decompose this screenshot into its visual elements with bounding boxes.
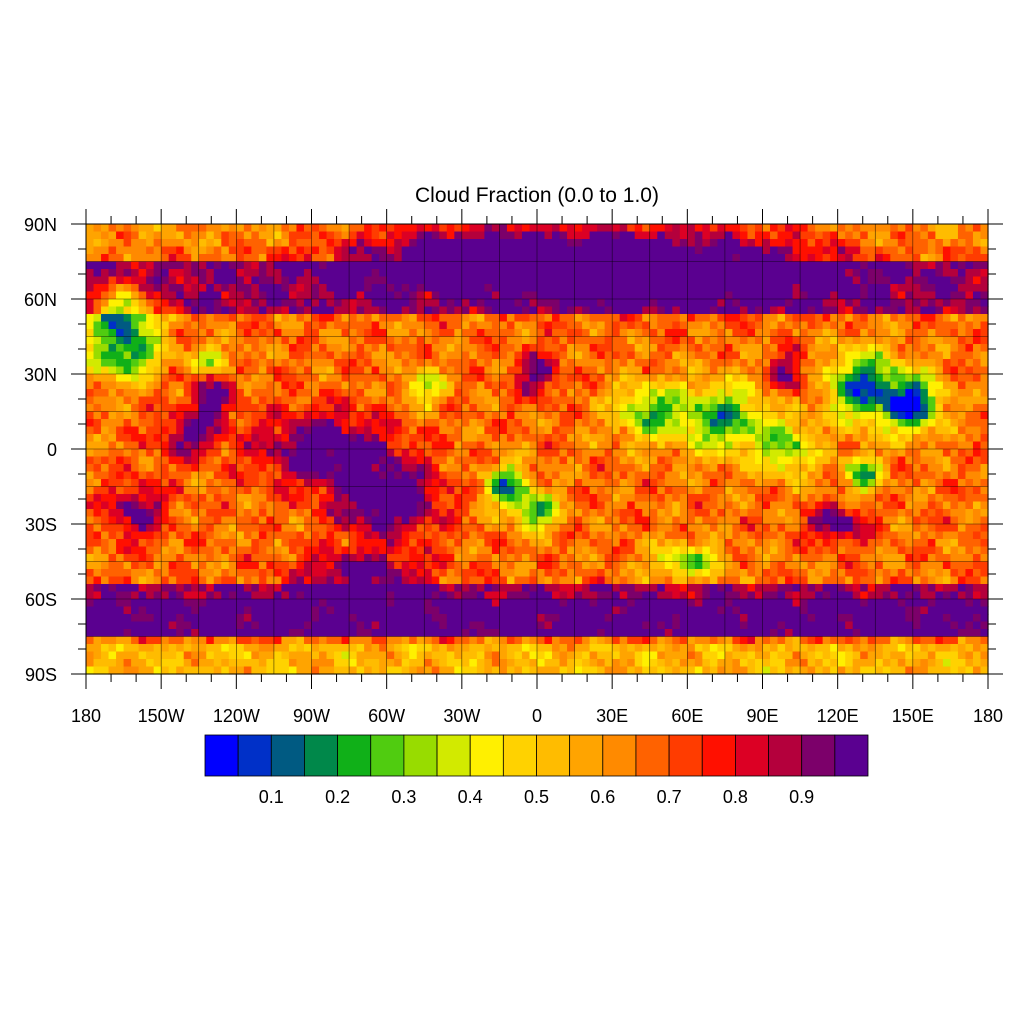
colorbar-label: 0.6	[590, 787, 615, 807]
colorbar-swatch	[635, 734, 670, 777]
colorbar-label: 0.7	[657, 787, 682, 807]
lat-tick-label: 60S	[25, 590, 57, 610]
lon-tick-label: 150W	[138, 706, 185, 726]
lon-tick-label: 30E	[596, 706, 628, 726]
colorbar-swatch	[735, 734, 769, 777]
map-title: Cloud Fraction (0.0 to 1.0)	[415, 184, 659, 207]
lon-tick-label: 90E	[746, 706, 778, 726]
colorbar-label: 0.8	[723, 787, 748, 807]
lon-tick-label: 60W	[368, 706, 405, 726]
lat-tick-label: 90N	[24, 215, 57, 235]
colorbar-label: 0.1	[259, 787, 284, 807]
colorbar-label: 0.3	[391, 787, 416, 807]
colorbar-swatch	[768, 734, 803, 777]
colorbar-swatch	[469, 734, 504, 777]
colorbar-swatch	[834, 734, 869, 777]
lon-tick-label: 0	[532, 706, 542, 726]
lon-tick-label: 60E	[671, 706, 703, 726]
lat-tick-label: 30S	[25, 515, 57, 535]
colorbar-swatch	[304, 734, 339, 777]
colorbar-swatch	[801, 734, 836, 777]
lon-tick-label: 120E	[817, 706, 859, 726]
colorbar-swatch	[337, 734, 372, 777]
colorbar-swatch	[270, 734, 305, 777]
colorbar-swatch	[536, 734, 571, 777]
lon-tick-label: 120W	[213, 706, 260, 726]
colorbar-label: 0.5	[524, 787, 549, 807]
colorbar-swatch	[569, 734, 604, 777]
colorbar-swatch	[668, 734, 703, 777]
colorbar-label: 0.4	[458, 787, 483, 807]
colorbar: 0.1 0.2 0.3 0.4 0.5 0.6 0.7 0.8 0.9	[204, 734, 869, 807]
colorbar-label: 0.9	[789, 787, 814, 807]
colorbar-swatch	[602, 734, 637, 777]
lon-tick-label: 180	[71, 706, 101, 726]
lat-tick-label: 0	[47, 440, 57, 460]
map-axes: 180 150W 120W 90W 60W 30W 0 30E 60E 90E 120E 150E 18…	[24, 209, 1003, 726]
colorbar-label: 0.2	[325, 787, 350, 807]
colorbar-swatch	[237, 734, 272, 777]
lon-tick-label: 150E	[892, 706, 934, 726]
colorbar-swatch	[370, 734, 405, 777]
colorbar-swatch	[701, 734, 736, 777]
colorbar-swatch	[436, 734, 471, 777]
lat-tick-label: 90S	[25, 665, 57, 685]
colorbar-swatch	[204, 734, 239, 777]
lat-tick-label: 30N	[24, 365, 57, 385]
lon-tick-label: 90W	[293, 706, 330, 726]
lat-tick-label: 60N	[24, 290, 57, 310]
colorbar-swatch	[403, 734, 438, 777]
lon-tick-label: 180	[973, 706, 1003, 726]
lon-tick-label: 30W	[443, 706, 480, 726]
colorbar-swatch	[502, 734, 537, 777]
